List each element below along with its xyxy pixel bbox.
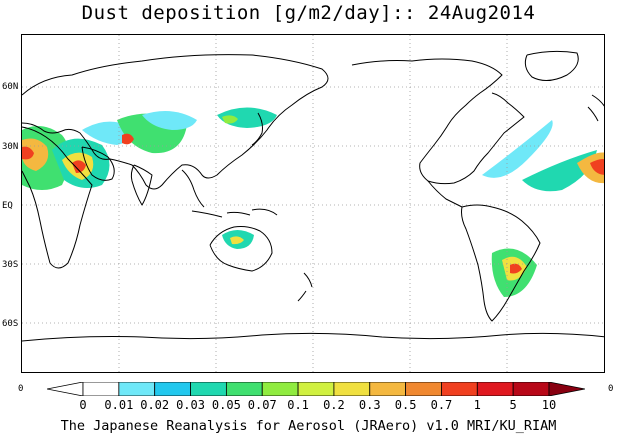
colorbar-labels: 0 0.01 0.02 0.03 0.05 0.07 0.1 0.2 0.3 0.5 0.7 1 5 10 [0, 398, 617, 412]
lat-label-30s: 30S [2, 260, 19, 270]
colorbar-box [82, 382, 120, 396]
colorbar-box [154, 382, 191, 396]
colorbar-left-zero: 0 [18, 384, 24, 394]
colorbar-tick-label: 0.2 [323, 398, 345, 412]
colorbar-box [369, 382, 407, 396]
map-panel [21, 34, 605, 373]
colorbar-box [225, 382, 263, 396]
colorbar-tick-label: 0.01 [104, 398, 134, 412]
coast-india [130, 164, 153, 206]
coast-antarctica [22, 332, 604, 342]
coast-africa [22, 126, 93, 269]
lat-label-eq: EQ [2, 201, 13, 211]
colorbar-box [118, 382, 156, 396]
colorbar-over-triangle [548, 382, 585, 396]
coast-north-america [351, 58, 525, 185]
coast-australia [209, 226, 273, 272]
colorbar-box [512, 382, 550, 396]
colorbar-tick-label: 1 [473, 398, 481, 412]
lat-label-30n: 30N [2, 142, 19, 152]
coast-new-zealand [297, 272, 313, 302]
colorbar-box [190, 382, 227, 396]
lat-label-60s: 60S [2, 319, 19, 329]
colorbar-tick-label: 10 [541, 398, 557, 412]
coast-japan [251, 112, 263, 146]
colorbar-box [441, 382, 478, 396]
coast-eurasia [22, 54, 329, 190]
coast-south-america [461, 204, 541, 322]
colorbar-box [297, 382, 335, 396]
lat-label-60n: 60N [2, 82, 19, 92]
map-title: Dust deposition [g/m2/day]:: 24Aug2014 [81, 2, 536, 24]
colorbar-box [261, 382, 299, 396]
dust-plume-north-atlantic [482, 120, 553, 178]
colorbar-right-zero: 0 [608, 384, 614, 394]
coast-arabia [81, 146, 115, 181]
credit-line: The Japanese Reanalysis for Aerosol (JRA… [60, 418, 557, 434]
colorbar-tick-label: 0 [79, 398, 87, 412]
colorbar-tick-label: 0.7 [430, 398, 453, 412]
colorbar-tick-label: 0.02 [140, 398, 170, 412]
coast-greenland [524, 50, 579, 81]
graticule [22, 35, 604, 372]
world-map [22, 35, 604, 372]
colorbar-tick-label: 0.5 [394, 398, 417, 412]
colorbar-tick-label: 0.03 [176, 398, 205, 412]
coast-southeast-asia [181, 169, 278, 218]
coast-europe-west [587, 94, 604, 122]
colorbar-tick-label: 0.3 [358, 398, 381, 412]
coastlines [22, 50, 604, 342]
colorbar-under-triangle [47, 382, 84, 396]
dust-deposition-field [22, 107, 604, 297]
colorbar-box [405, 382, 442, 396]
colorbar-tick-label: 0.07 [247, 398, 277, 412]
colorbar-box [333, 382, 371, 396]
colorbar [47, 382, 585, 396]
coast-central-america [427, 180, 463, 208]
colorbar-tick-label: 0.1 [287, 398, 309, 412]
colorbar-tick-label: 5 [509, 398, 517, 412]
colorbar-box [476, 382, 514, 396]
colorbar-tick-label: 0.05 [211, 398, 241, 412]
